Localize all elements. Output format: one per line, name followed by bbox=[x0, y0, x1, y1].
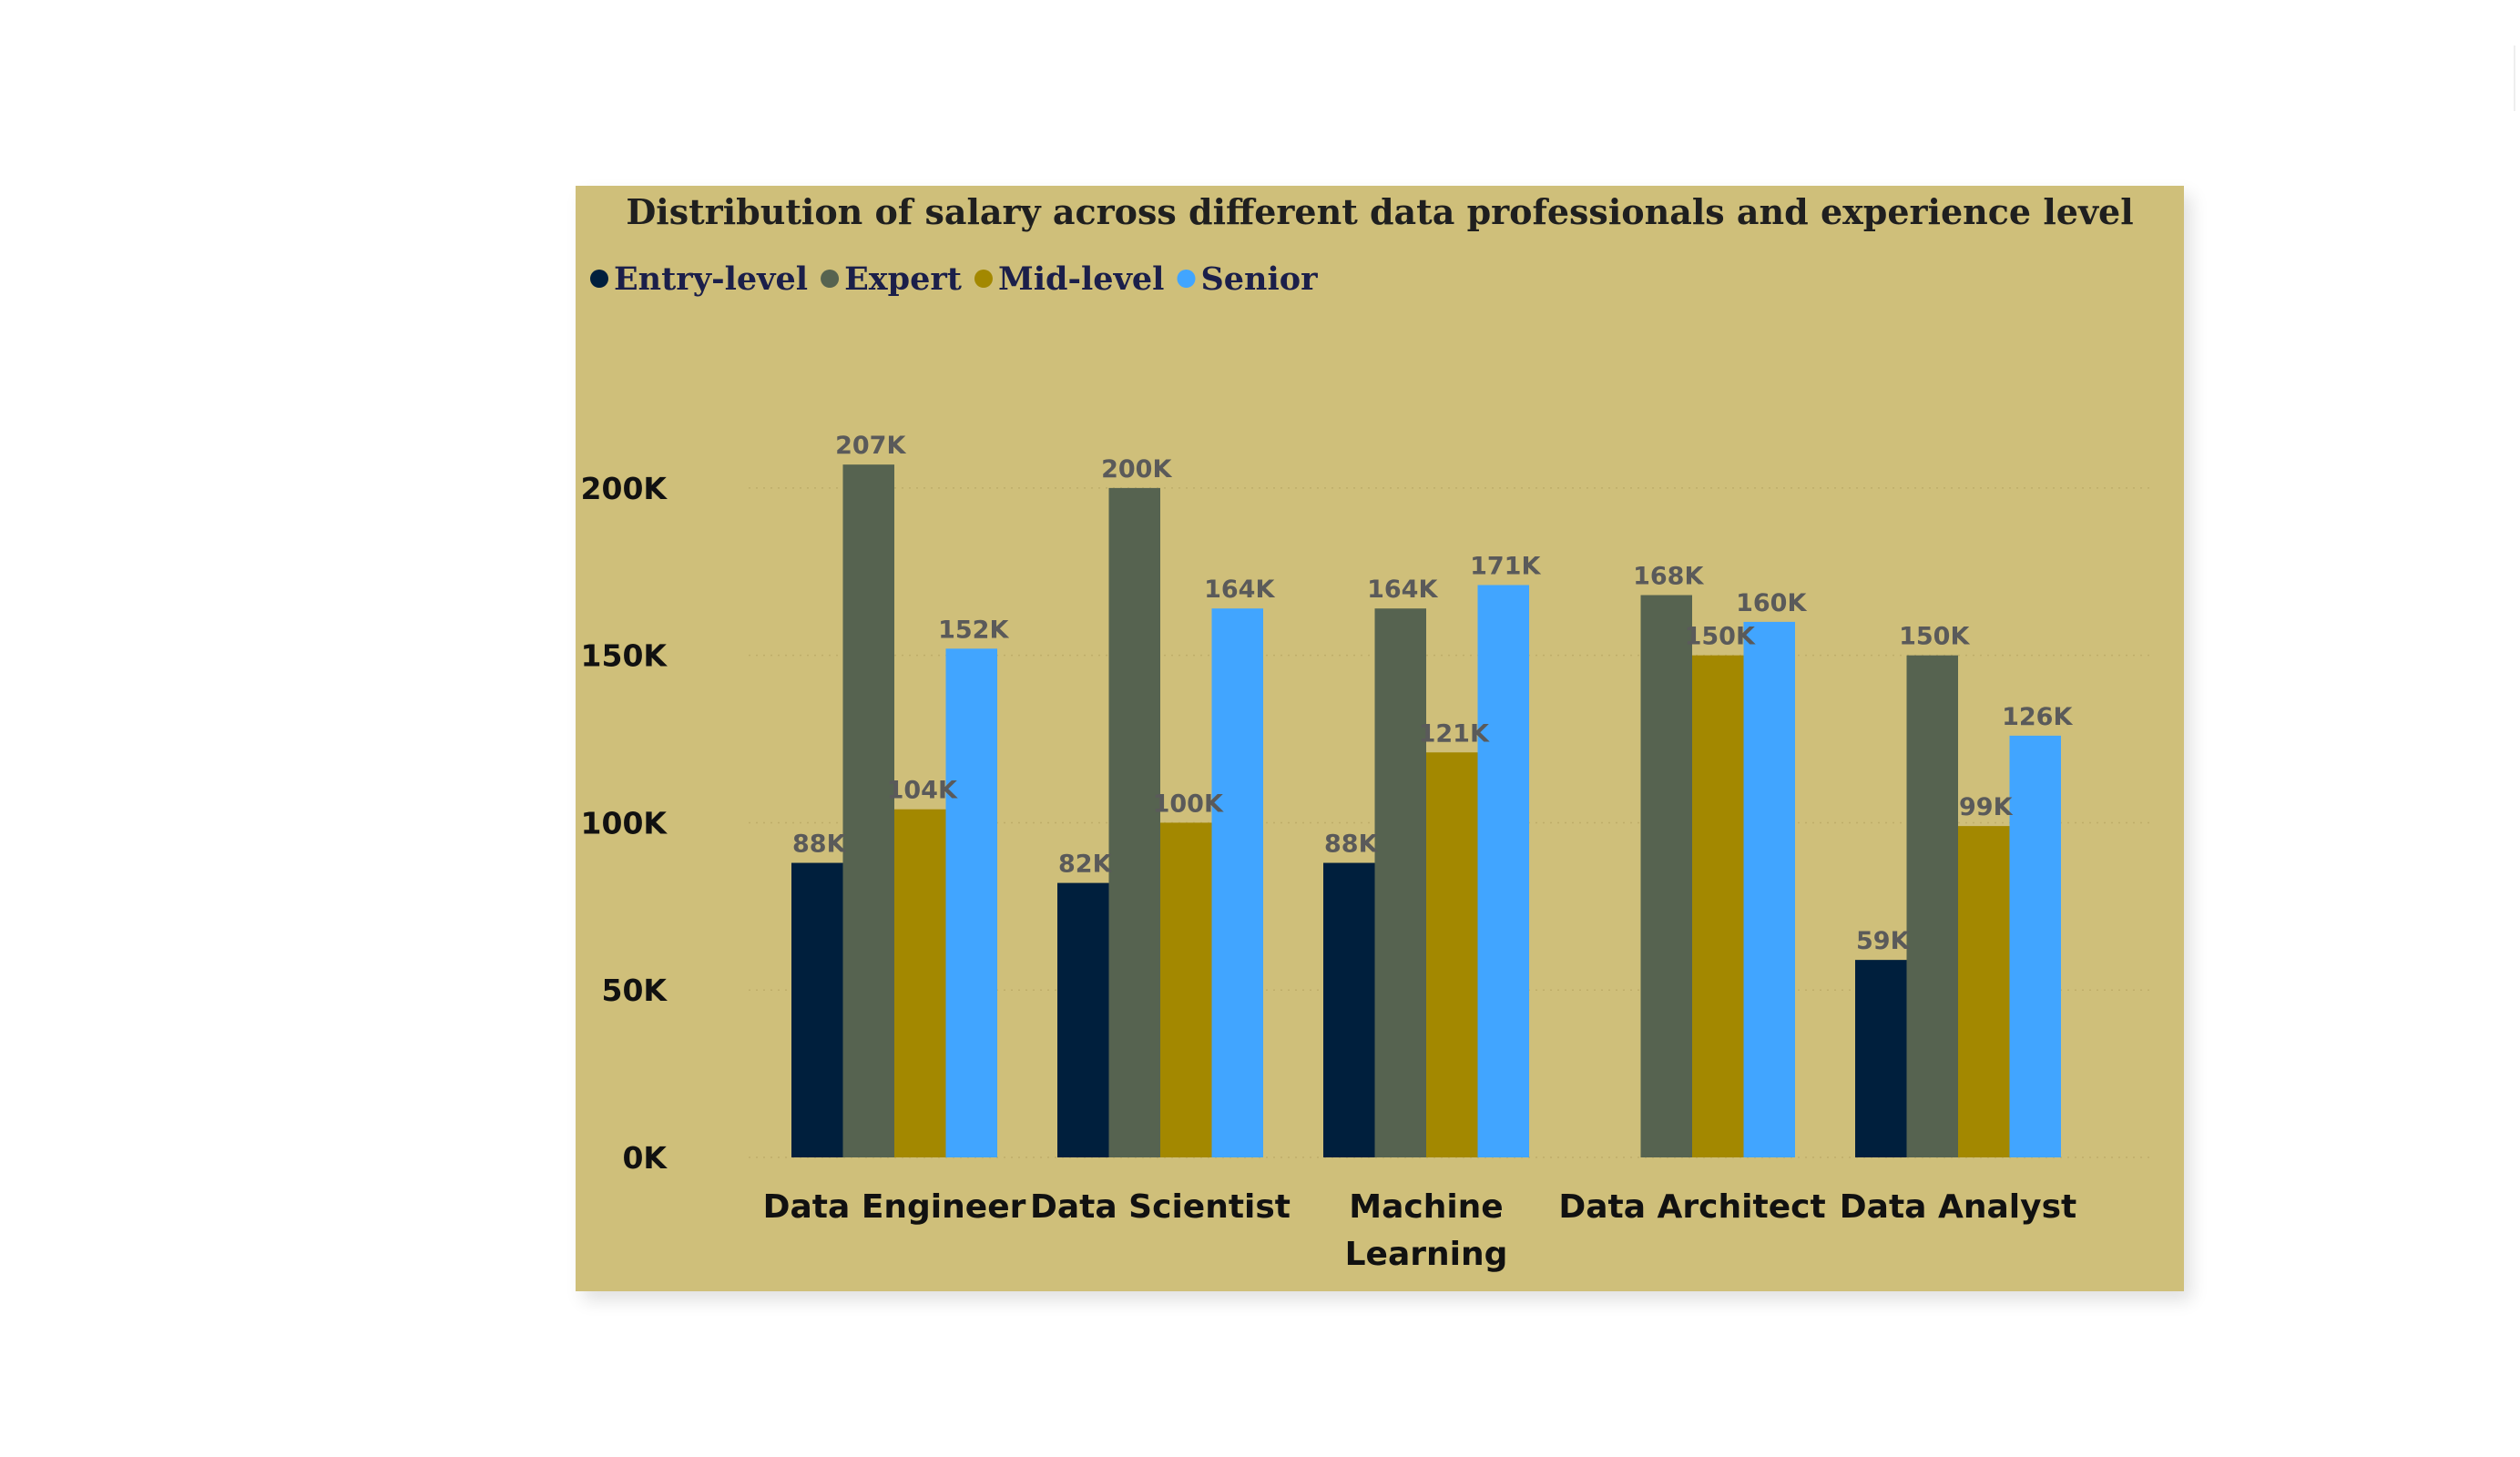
y-tick-label: 150K bbox=[581, 638, 668, 674]
bar-senior bbox=[1743, 621, 1795, 1157]
legend-label-mid-level: Mid-level bbox=[998, 260, 1165, 298]
data-label: 164K bbox=[1367, 576, 1438, 604]
chart-title: Distribution of salary across different … bbox=[626, 191, 2133, 232]
legend-marker-senior bbox=[1177, 270, 1196, 288]
bar-entry-level bbox=[1057, 882, 1109, 1157]
legend-label-expert: Expert bbox=[844, 260, 962, 298]
bar-chart: Distribution of salary across different … bbox=[576, 186, 2184, 1291]
y-tick-label: 50K bbox=[602, 973, 668, 1008]
data-label: 207K bbox=[835, 432, 906, 460]
x-axis: Data Engineer Data Scientist Machine Learni… bbox=[763, 1188, 2077, 1273]
bar-senior bbox=[945, 648, 997, 1157]
bar-senior bbox=[1477, 585, 1529, 1157]
bar-mid-level bbox=[894, 809, 946, 1157]
x-tick-label: Data Architect bbox=[1558, 1188, 1825, 1226]
legend-marker-mid-level bbox=[974, 270, 993, 288]
bar-entry-level bbox=[791, 862, 843, 1157]
data-label: 88K bbox=[792, 830, 847, 859]
x-tick-label: Learning bbox=[1345, 1236, 1508, 1273]
bar-mid-level bbox=[1160, 822, 1212, 1157]
data-label: 99K bbox=[1959, 793, 2014, 821]
bar-mid-level bbox=[1958, 826, 2010, 1157]
legend-label-senior: Senior bbox=[1200, 260, 1318, 298]
legend-label-entry-level: Entry-level bbox=[614, 260, 808, 298]
bar-entry-level bbox=[1855, 960, 1907, 1157]
data-label: 88K bbox=[1324, 830, 1379, 859]
x-tick-label: Data Analyst bbox=[1840, 1188, 2076, 1226]
y-tick-label: 100K bbox=[581, 805, 668, 841]
bar-expert bbox=[842, 464, 894, 1157]
bars bbox=[791, 464, 2061, 1157]
data-label: 126K bbox=[2002, 703, 2073, 731]
bar-senior bbox=[1211, 608, 1263, 1157]
y-axis: 0K 50K 100K 150K 200K bbox=[581, 471, 668, 1176]
legend: Entry-level Expert Mid-level Senior bbox=[590, 260, 1318, 298]
data-label: 171K bbox=[1470, 552, 1541, 580]
bar-mid-level bbox=[1426, 752, 1478, 1157]
data-label: 104K bbox=[887, 777, 958, 805]
data-label: 59K bbox=[1856, 927, 1911, 955]
bar-expert bbox=[1906, 655, 1958, 1157]
bar-entry-level bbox=[1323, 862, 1375, 1157]
data-label: 121K bbox=[1419, 719, 1490, 748]
bar-mid-level bbox=[1692, 655, 1744, 1157]
x-tick-label: Data Scientist bbox=[1030, 1188, 1291, 1226]
data-label: 168K bbox=[1633, 563, 1704, 591]
y-tick-label: 0K bbox=[622, 1140, 668, 1176]
window-edge-mark bbox=[2514, 46, 2515, 111]
data-label: 160K bbox=[1736, 589, 1807, 617]
legend-marker-expert bbox=[821, 270, 840, 288]
data-labels: 88K 207K 104K 152K 82K 200K 100K 164K 88K 164K 121… bbox=[792, 432, 2073, 955]
bar-expert bbox=[1640, 595, 1692, 1157]
chart-card: Distribution of salary across different … bbox=[576, 186, 2184, 1291]
y-tick-label: 200K bbox=[581, 471, 668, 506]
legend-marker-entry-level bbox=[590, 270, 608, 288]
data-label: 100K bbox=[1153, 790, 1224, 818]
x-tick-label: Data Engineer bbox=[763, 1188, 1026, 1226]
bar-expert bbox=[1108, 487, 1160, 1157]
data-label: 82K bbox=[1058, 851, 1113, 879]
x-tick-label: Machine bbox=[1349, 1188, 1503, 1226]
data-label: 200K bbox=[1101, 455, 1172, 484]
data-label: 164K bbox=[1204, 576, 1275, 604]
data-label: 152K bbox=[938, 616, 1009, 644]
data-label: 150K bbox=[1685, 623, 1756, 651]
bar-expert bbox=[1374, 608, 1426, 1157]
bar-senior bbox=[2009, 735, 2061, 1157]
data-label: 150K bbox=[1899, 623, 1970, 651]
